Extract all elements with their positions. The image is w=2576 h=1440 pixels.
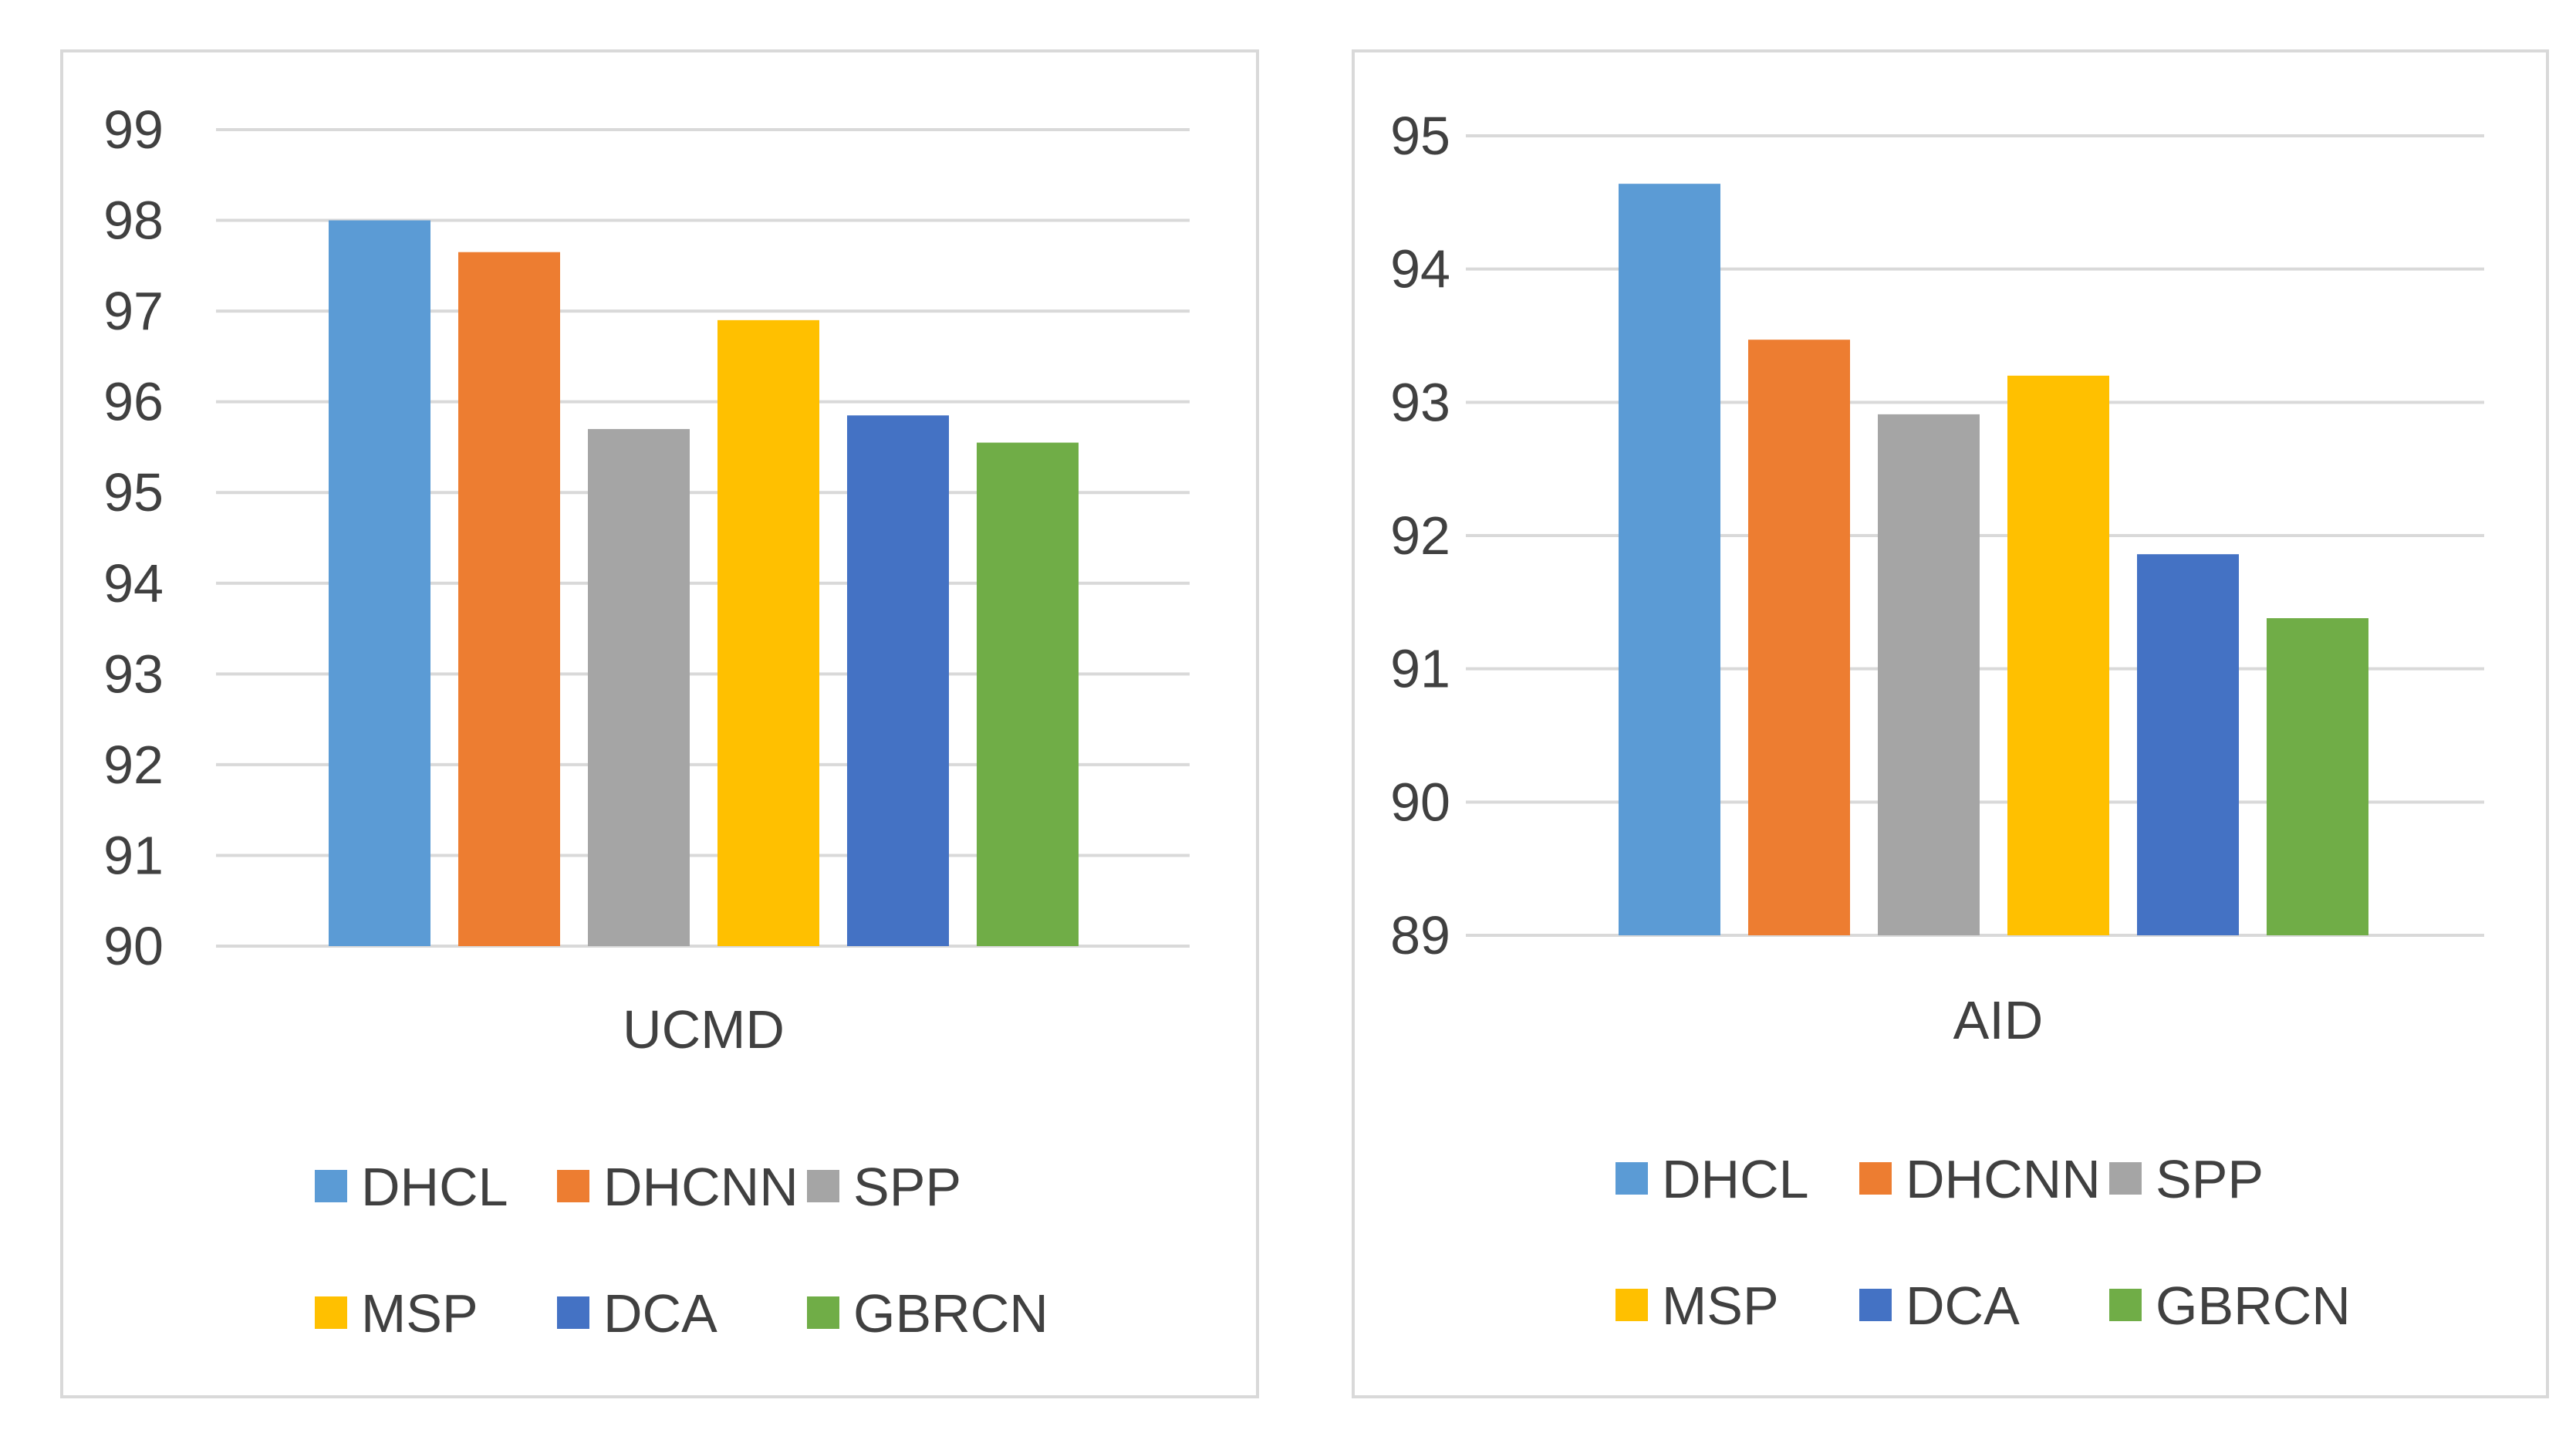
y-tick-label: 94 xyxy=(1390,239,1450,299)
y-tick-label: 90 xyxy=(103,916,164,976)
legend-swatch-dca xyxy=(1859,1289,1892,1321)
y-tick-label: 90 xyxy=(1390,772,1450,832)
y-tick-label: 91 xyxy=(1390,639,1450,699)
legend-label-msp: MSP xyxy=(1662,1276,1779,1336)
legend-swatch-dhcl xyxy=(315,1170,347,1202)
y-tick-label: 95 xyxy=(1390,106,1450,166)
bar-dca xyxy=(2137,554,2239,935)
y-tick-label: 99 xyxy=(103,100,164,160)
legend-swatch-gbrcn xyxy=(2109,1289,2142,1321)
y-tick-label: 92 xyxy=(103,735,164,795)
legend-swatch-dhcnn xyxy=(1859,1162,1892,1195)
y-tick-label: 92 xyxy=(1390,505,1450,566)
bar-msp xyxy=(2007,375,2109,935)
bar-dhcl xyxy=(1619,184,1720,935)
bar-spp xyxy=(1878,414,1980,935)
legend-label-dhcl: DHCL xyxy=(361,1157,508,1217)
legend-swatch-gbrcn xyxy=(807,1296,839,1329)
chart-ucmd: 90 91 92 93 94 95 96 97 98 99 UCMD DHCL DHCNN SPP MSP D… xyxy=(103,100,1190,1344)
chart-panel-ucmd: 90 91 92 93 94 95 96 97 98 99 UCMD DHCL DHCNN SPP MSP D… xyxy=(60,49,1259,1398)
legend-swatch-dhcnn xyxy=(557,1170,589,1202)
y-tick-label: 89 xyxy=(1390,905,1450,965)
legend-label-dhcnn: DHCNN xyxy=(603,1157,798,1217)
bar-gbrcn xyxy=(2267,618,2368,935)
chart-panel-aid: 89 90 91 92 93 94 95 AID DHCL DHCNN SPP MSP DCA GBRCN xyxy=(1352,49,2549,1398)
bar-dca xyxy=(847,415,949,946)
chart-aid: 89 90 91 92 93 94 95 AID DHCL DHCNN SPP MSP DCA GBRCN xyxy=(1390,106,2484,1336)
legend-swatch-msp xyxy=(315,1296,347,1329)
y-tick-label: 91 xyxy=(103,825,164,885)
y-tick-label: 97 xyxy=(103,281,164,341)
legend-label-msp: MSP xyxy=(361,1283,478,1344)
y-tick-label: 96 xyxy=(103,372,164,432)
y-tick-label: 94 xyxy=(103,553,164,614)
bar-dhcnn xyxy=(458,252,560,946)
legend-label-spp: SPP xyxy=(2156,1149,2264,1209)
y-tick-label: 95 xyxy=(103,462,164,522)
legend-swatch-spp xyxy=(2109,1162,2142,1195)
y-tick-label: 93 xyxy=(1390,372,1450,432)
bar-spp xyxy=(588,428,690,946)
legend-label-gbrcn: GBRCN xyxy=(853,1283,1048,1344)
x-category-label: AID xyxy=(1953,990,2044,1050)
bar-dhcl xyxy=(329,220,430,946)
x-category-label: UCMD xyxy=(623,999,785,1060)
y-tick-label: 93 xyxy=(103,644,164,704)
bar-dhcnn xyxy=(1748,340,1850,935)
legend-label-dca: DCA xyxy=(603,1283,717,1344)
legend-swatch-spp xyxy=(807,1170,839,1202)
bar-gbrcn xyxy=(977,442,1079,946)
legend-label-dhcnn: DHCNN xyxy=(1906,1149,2101,1209)
legend-swatch-msp xyxy=(1615,1289,1648,1321)
legend-label-gbrcn: GBRCN xyxy=(2156,1276,2351,1336)
bar-msp xyxy=(717,319,819,946)
legend-label-dca: DCA xyxy=(1906,1276,2020,1336)
legend-label-dhcl: DHCL xyxy=(1662,1149,1809,1209)
legend-swatch-dca xyxy=(557,1296,589,1329)
legend-swatch-dhcl xyxy=(1615,1162,1648,1195)
y-tick-label: 98 xyxy=(103,191,164,251)
legend-label-spp: SPP xyxy=(853,1157,961,1217)
